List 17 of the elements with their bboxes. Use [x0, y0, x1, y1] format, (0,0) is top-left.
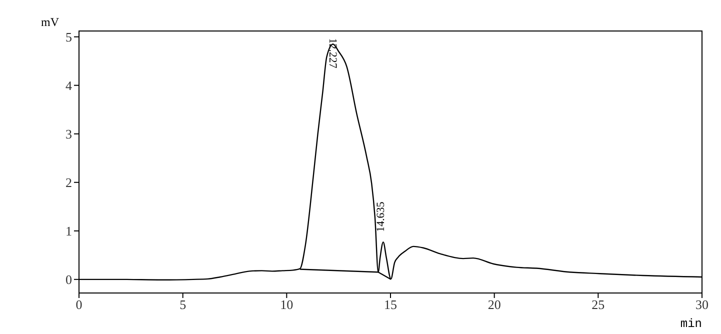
- x-tick-label: 10: [280, 297, 294, 312]
- y-tick-label: 3: [66, 126, 72, 142]
- annotation: 12.227: [326, 38, 339, 69]
- y-tick-label: 0: [66, 272, 72, 288]
- y-axis-title: mV: [41, 15, 60, 29]
- x-tick-label: 5: [180, 297, 186, 312]
- x-tick-label: 15: [384, 297, 397, 312]
- x-tick-label: 0: [76, 297, 82, 312]
- x-tick-label: 20: [488, 297, 501, 312]
- y-tick-label: 5: [66, 29, 72, 44]
- annotation: 14.635: [375, 201, 388, 232]
- x-tick-label: 30: [696, 297, 708, 312]
- y-tick-label: 1: [66, 224, 72, 239]
- y-tick-label: 4: [66, 78, 72, 93]
- x-axis-title: min: [680, 317, 702, 331]
- x-tick-label: 25: [592, 297, 605, 312]
- y-tick-label: 2: [66, 174, 72, 190]
